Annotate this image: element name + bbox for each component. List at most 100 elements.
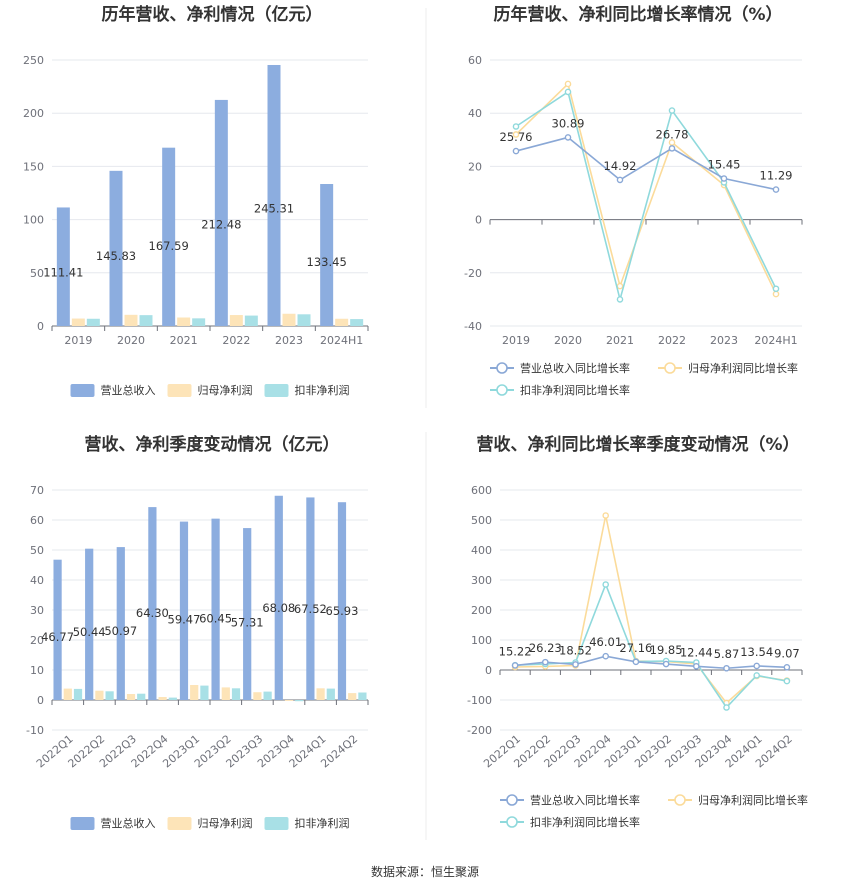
legend-marker <box>506 794 518 806</box>
data-label: 212.48 <box>201 217 241 231</box>
y-tick-label: 20 <box>30 634 44 647</box>
chart-title: 营收、净利同比增长率季度变动情况（%） <box>476 434 799 455</box>
data-label: 59.47 <box>168 613 201 627</box>
data-label: 26.23 <box>529 641 562 655</box>
series-point <box>564 134 572 141</box>
data-label: 57.31 <box>231 616 264 630</box>
data-label: 14.92 <box>604 159 637 173</box>
x-tick-label: 2022 <box>658 334 686 347</box>
data-label: 19.85 <box>650 643 683 657</box>
y-tick-label: -100 <box>467 694 492 707</box>
bar-deducted-profit <box>263 691 272 700</box>
bar-net-profit <box>253 692 262 700</box>
bar-net-profit <box>126 694 136 700</box>
y-tick-label: 100 <box>23 214 44 227</box>
series-point <box>602 581 610 588</box>
data-label: 12.44 <box>680 645 713 659</box>
legend-swatch-revenue <box>70 384 95 397</box>
y-tick-label: 40 <box>30 574 44 587</box>
bar-revenue <box>162 147 176 326</box>
series-point <box>772 285 780 293</box>
x-tick-label: 2021 <box>170 334 198 347</box>
y-tick-label: 0 <box>475 214 482 227</box>
series-point <box>512 131 520 138</box>
y-tick-label: 100 <box>471 634 492 647</box>
y-tick-label: -10 <box>26 724 44 737</box>
y-tick-label: 0 <box>485 664 492 677</box>
bar-net-profit <box>95 690 104 700</box>
bar-net-profit <box>124 314 138 326</box>
bar-deducted-profit <box>326 688 335 700</box>
series-point <box>783 663 791 671</box>
legend-label: 扣非净利润同比增长率 <box>530 815 640 829</box>
bar-revenue <box>306 497 315 700</box>
bar-net-profit <box>348 693 357 700</box>
y-tick-label: 150 <box>23 160 44 173</box>
bar-deducted-profit <box>86 318 100 326</box>
bar-revenue <box>53 559 62 700</box>
series-point <box>572 661 579 668</box>
bar-revenue <box>214 99 228 326</box>
data-label: 50.97 <box>104 624 137 638</box>
series-point <box>564 88 572 96</box>
bar-net-profit <box>71 318 85 326</box>
legend-label: 归母净利润同比增长率 <box>688 361 798 375</box>
y-tick-label: 0 <box>37 320 44 333</box>
legend-swatch-deducted-profit <box>264 384 289 397</box>
series-line-rev-growth-line <box>515 136 777 191</box>
series-point <box>772 290 780 298</box>
legend-label: 营业总收入 <box>101 383 156 397</box>
data-label: 145.83 <box>96 249 136 263</box>
series-point <box>616 296 624 303</box>
legend-swatch-deducted-profit <box>264 817 289 830</box>
series-point <box>512 123 520 130</box>
data-label: 30.89 <box>552 116 585 130</box>
legend-marker <box>496 362 508 374</box>
x-tick-label: 2023 <box>710 334 738 347</box>
data-label: 245.31 <box>254 202 294 216</box>
bar-revenue <box>179 521 189 700</box>
data-label: 133.45 <box>307 255 347 269</box>
x-tick-label: 2024H1 <box>320 334 363 347</box>
y-tick-label: 200 <box>471 604 492 617</box>
bar-revenue <box>148 507 157 700</box>
series-point <box>753 662 761 670</box>
data-label: 11.29 <box>760 169 793 183</box>
chart-title: 历年营收、净利情况（亿元） <box>102 4 323 25</box>
legend-label: 营业总收入 <box>101 816 156 830</box>
y-tick-label: 60 <box>468 54 482 67</box>
series-point <box>564 80 572 88</box>
quarterly-growth-rate-chart: 营收、净利同比增长率季度变动情况（%） -200 -100 0 100 200 300 40… <box>467 434 808 829</box>
bar-deducted-profit <box>73 688 83 700</box>
legend-label: 归母净利润 <box>198 383 253 397</box>
legend-marker <box>664 362 676 374</box>
data-label: 68.08 <box>262 601 295 615</box>
legend-label: 营业总收入同比增长率 <box>530 793 640 807</box>
annual-growth-rate-chart: 历年营收、净利同比增长率情况（%） -40 -20 0 20 40 60 2019 2020 2… <box>464 4 803 397</box>
series-line-np-growth-line <box>515 82 777 295</box>
data-label: 15.45 <box>708 158 741 172</box>
y-tick-label: 50 <box>30 544 44 557</box>
bar-net-profit <box>284 700 294 701</box>
data-label: 167.59 <box>149 239 189 253</box>
bar-deducted-profit <box>137 693 146 700</box>
y-tick-label: -40 <box>464 320 482 333</box>
y-tick-label: 30 <box>30 604 44 617</box>
bar-deducted-profit <box>231 688 241 700</box>
legend-label: 归母净利润 <box>198 816 253 830</box>
data-label: 15.22 <box>499 644 532 658</box>
legend-label: 扣非净利润 <box>295 383 350 397</box>
bar-revenue <box>337 502 347 700</box>
data-label: 25.76 <box>500 130 533 144</box>
data-label: 46.77 <box>41 630 74 644</box>
bar-revenue <box>56 207 70 326</box>
y-tick-label: 50 <box>30 267 44 280</box>
annual-revenue-profit-chart: 历年营收、净利情况（亿元） 0 50 100 150 200 250 2019 2020 202… <box>23 4 369 397</box>
series-point <box>512 147 520 155</box>
bar-deducted-profit <box>297 314 311 326</box>
legend-label: 归母净利润同比增长率 <box>698 793 808 807</box>
y-tick-label: 200 <box>23 107 44 120</box>
x-tick-label: 2019 <box>502 334 530 347</box>
bar-revenue <box>320 184 334 326</box>
legend-label: 扣非净利润同比增长率 <box>520 383 630 397</box>
